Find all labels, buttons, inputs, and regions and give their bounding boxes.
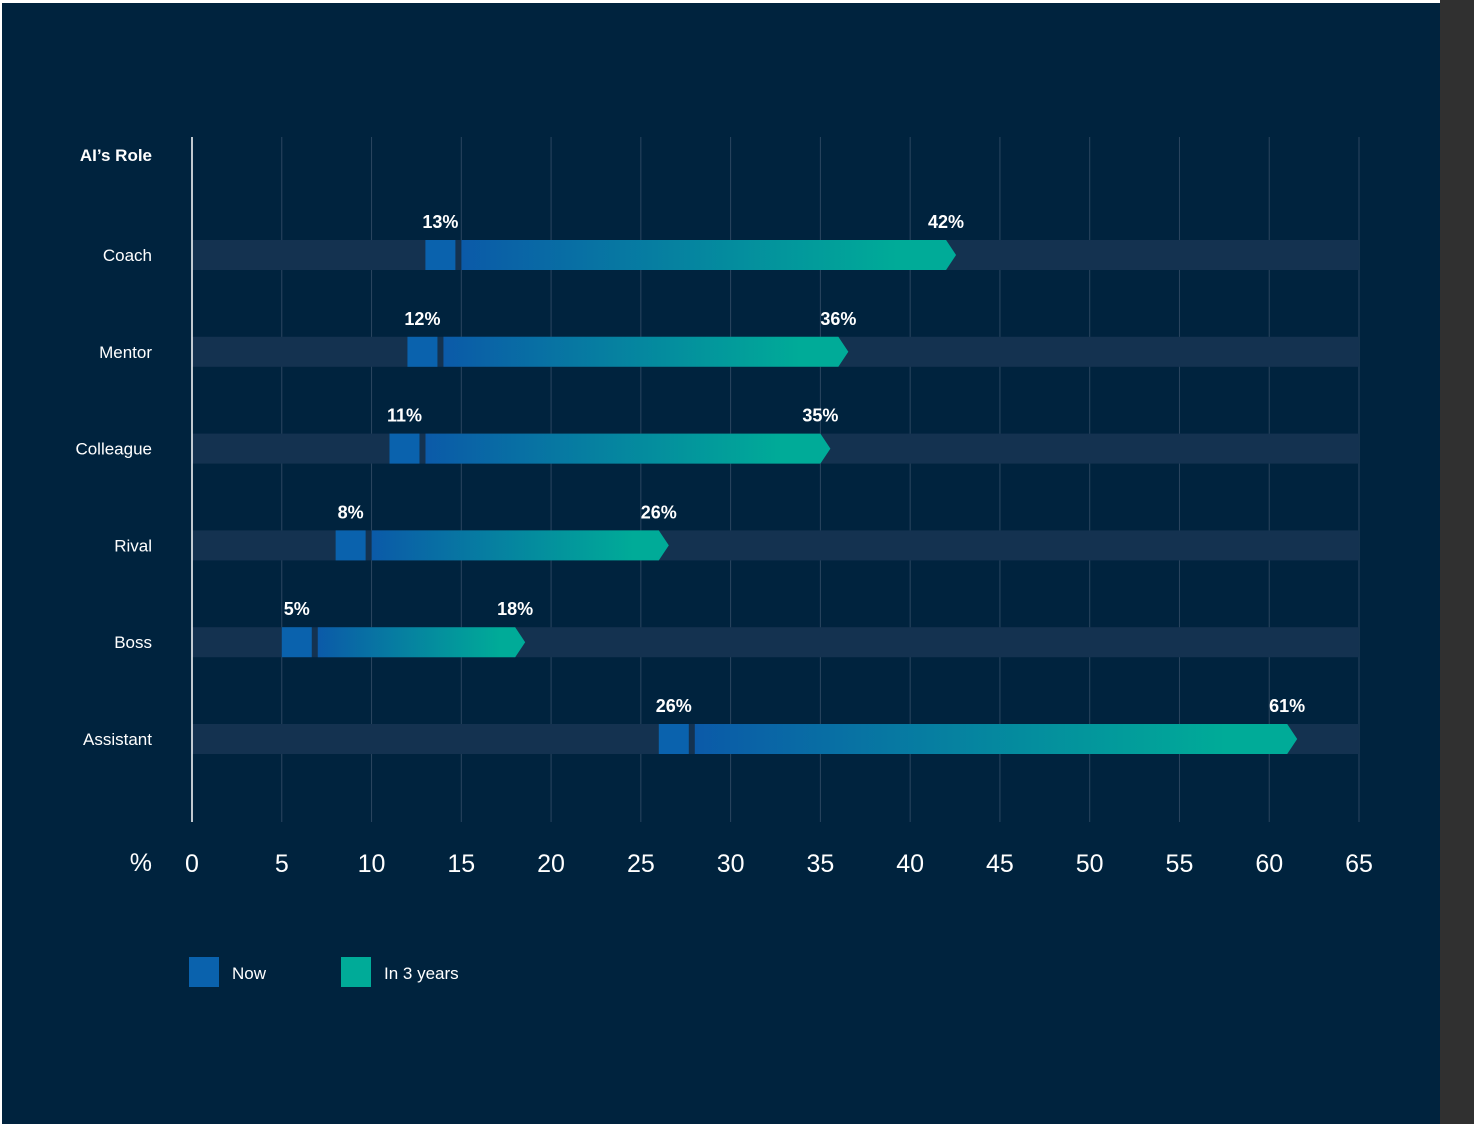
bar-now-boss xyxy=(281,627,312,658)
y-axis-title: AI’s Role xyxy=(80,146,152,165)
bar-in-3-years-coach xyxy=(461,240,957,270)
category-label-assistant: Assistant xyxy=(83,730,152,749)
legend-swatch-now xyxy=(189,957,219,987)
x-tick-label-15: 15 xyxy=(447,850,475,878)
bar-in-3-years-rival xyxy=(371,530,669,561)
bar-in-3-years-boss xyxy=(317,627,526,658)
x-tick-label-45: 45 xyxy=(986,850,1014,878)
legend: Now In 3 years xyxy=(189,957,459,987)
x-tick-label-20: 20 xyxy=(537,850,565,878)
bar-now-mentor xyxy=(407,336,438,367)
bar-now-colleague xyxy=(389,433,420,464)
x-tick-label-50: 50 xyxy=(1076,850,1104,878)
track-rival xyxy=(192,530,1359,561)
labels: AI’s Role % 0 5 10 15 20 25 30 35 40 45 50 55 60 65 Co… xyxy=(75,146,1372,878)
x-tick-label-10: 10 xyxy=(358,850,386,878)
bar-now-coach xyxy=(425,240,456,270)
value-label-in-3-years-boss: 18% xyxy=(497,599,533,619)
value-label-now-coach: 13% xyxy=(422,212,458,232)
x-tick-label-60: 60 xyxy=(1255,850,1283,878)
chart-panel xyxy=(0,0,1440,1124)
value-label-now-boss: 5% xyxy=(284,599,310,619)
category-label-mentor: Mentor xyxy=(99,343,152,362)
window-edge xyxy=(1440,0,1474,1124)
value-label-in-3-years-assistant: 61% xyxy=(1269,696,1305,716)
category-label-coach: Coach xyxy=(103,246,152,265)
legend-label-in-3-years: In 3 years xyxy=(384,964,459,983)
x-tick-label-25: 25 xyxy=(627,850,655,878)
value-label-in-3-years-mentor: 36% xyxy=(820,309,856,329)
x-tick-label-5: 5 xyxy=(275,850,289,878)
bar-in-3-years-colleague xyxy=(425,433,831,464)
x-axis-unit-label: % xyxy=(130,849,152,877)
bar-tracks xyxy=(192,240,1359,754)
x-tick-label-35: 35 xyxy=(806,850,834,878)
bar-in-3-years-assistant xyxy=(694,724,1298,754)
bar-now-assistant xyxy=(658,724,689,754)
grid-lines xyxy=(281,137,1360,822)
value-label-in-3-years-colleague: 35% xyxy=(802,406,838,426)
bar-in-3-years-mentor xyxy=(443,336,849,367)
value-label-in-3-years-coach: 42% xyxy=(928,212,964,232)
category-label-boss: Boss xyxy=(114,633,152,652)
x-tick-label-0: 0 xyxy=(185,850,199,878)
value-label-now-mentor: 12% xyxy=(404,309,440,329)
x-tick-label-30: 30 xyxy=(717,850,745,878)
category-label-rival: Rival xyxy=(114,536,152,555)
value-label-in-3-years-rival: 26% xyxy=(641,502,677,522)
legend-label-now: Now xyxy=(232,964,267,983)
legend-swatch-in-3-years xyxy=(341,957,371,987)
bar-now-rival xyxy=(335,530,366,561)
x-tick-label-55: 55 xyxy=(1166,850,1194,878)
value-label-now-rival: 8% xyxy=(338,502,364,522)
x-tick-label-40: 40 xyxy=(896,850,924,878)
bars xyxy=(281,240,1298,754)
value-label-now-colleague: 11% xyxy=(387,406,422,426)
category-label-colleague: Colleague xyxy=(75,440,152,459)
value-label-now-assistant: 26% xyxy=(656,696,692,716)
x-tick-label-65: 65 xyxy=(1345,850,1373,878)
